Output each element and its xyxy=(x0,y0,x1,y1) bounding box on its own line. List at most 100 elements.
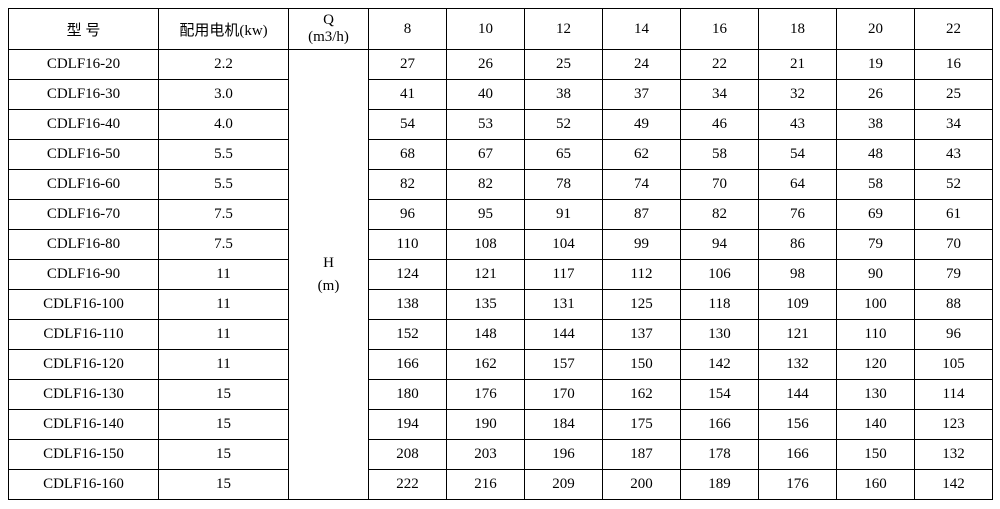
cell-value: 209 xyxy=(525,470,603,500)
cell-value: 157 xyxy=(525,350,603,380)
table-row: CDLF16-202.2H(m)2726252422211916 xyxy=(9,50,993,80)
cell-h-unit-merged: H(m) xyxy=(289,50,369,500)
table-row: CDLF16-13015180176170162154144130114 xyxy=(9,380,993,410)
cell-value: 61 xyxy=(915,200,993,230)
cell-value: 24 xyxy=(603,50,681,80)
cell-value: 62 xyxy=(603,140,681,170)
cell-value: 170 xyxy=(525,380,603,410)
cell-value: 58 xyxy=(681,140,759,170)
cell-value: 100 xyxy=(837,290,915,320)
cell-model: CDLF16-140 xyxy=(9,410,159,440)
cell-value: 118 xyxy=(681,290,759,320)
cell-value: 154 xyxy=(681,380,759,410)
table-row: CDLF16-505.56867656258544843 xyxy=(9,140,993,170)
header-q-10: 10 xyxy=(447,9,525,50)
cell-value: 140 xyxy=(837,410,915,440)
cell-value: 176 xyxy=(447,380,525,410)
cell-value: 74 xyxy=(603,170,681,200)
cell-value: 82 xyxy=(369,170,447,200)
cell-value: 176 xyxy=(759,470,837,500)
cell-model: CDLF16-90 xyxy=(9,260,159,290)
cell-value: 82 xyxy=(681,200,759,230)
header-q-12: 12 xyxy=(525,9,603,50)
cell-value: 94 xyxy=(681,230,759,260)
cell-value: 142 xyxy=(681,350,759,380)
cell-value: 40 xyxy=(447,80,525,110)
cell-value: 65 xyxy=(525,140,603,170)
cell-value: 27 xyxy=(369,50,447,80)
cell-value: 21 xyxy=(759,50,837,80)
cell-value: 156 xyxy=(759,410,837,440)
cell-value: 196 xyxy=(525,440,603,470)
cell-value: 160 xyxy=(837,470,915,500)
cell-value: 54 xyxy=(759,140,837,170)
cell-model: CDLF16-120 xyxy=(9,350,159,380)
header-q-unit: Q (m3/h) xyxy=(289,9,369,50)
cell-value: 68 xyxy=(369,140,447,170)
cell-model: CDLF16-150 xyxy=(9,440,159,470)
cell-model: CDLF16-70 xyxy=(9,200,159,230)
cell-value: 200 xyxy=(603,470,681,500)
cell-value: 203 xyxy=(447,440,525,470)
cell-power: 11 xyxy=(159,350,289,380)
table-row: CDLF16-807.51101081049994867970 xyxy=(9,230,993,260)
cell-value: 98 xyxy=(759,260,837,290)
cell-value: 166 xyxy=(681,410,759,440)
cell-value: 120 xyxy=(837,350,915,380)
cell-value: 16 xyxy=(915,50,993,80)
pump-spec-table: 型 号 配用电机(kw) Q (m3/h) 8 10 12 14 16 18 2… xyxy=(8,8,993,500)
cell-value: 132 xyxy=(915,440,993,470)
cell-value: 96 xyxy=(915,320,993,350)
cell-value: 166 xyxy=(369,350,447,380)
cell-value: 125 xyxy=(603,290,681,320)
cell-value: 38 xyxy=(837,110,915,140)
cell-value: 79 xyxy=(837,230,915,260)
cell-value: 90 xyxy=(837,260,915,290)
cell-power: 15 xyxy=(159,410,289,440)
cell-value: 112 xyxy=(603,260,681,290)
cell-value: 110 xyxy=(837,320,915,350)
cell-value: 187 xyxy=(603,440,681,470)
cell-value: 208 xyxy=(369,440,447,470)
cell-value: 69 xyxy=(837,200,915,230)
cell-value: 105 xyxy=(915,350,993,380)
cell-value: 137 xyxy=(603,320,681,350)
cell-model: CDLF16-110 xyxy=(9,320,159,350)
cell-model: CDLF16-20 xyxy=(9,50,159,80)
cell-value: 82 xyxy=(447,170,525,200)
cell-model: CDLF16-50 xyxy=(9,140,159,170)
table-row: CDLF16-1001113813513112511810910088 xyxy=(9,290,993,320)
cell-value: 142 xyxy=(915,470,993,500)
cell-value: 175 xyxy=(603,410,681,440)
cell-value: 88 xyxy=(915,290,993,320)
cell-value: 41 xyxy=(369,80,447,110)
header-q-22: 22 xyxy=(915,9,993,50)
cell-value: 67 xyxy=(447,140,525,170)
h-label-line1: H xyxy=(289,255,368,272)
cell-power: 4.0 xyxy=(159,110,289,140)
cell-power: 2.2 xyxy=(159,50,289,80)
cell-value: 130 xyxy=(837,380,915,410)
cell-value: 121 xyxy=(759,320,837,350)
table-row: CDLF16-9011124121117112106989079 xyxy=(9,260,993,290)
cell-value: 38 xyxy=(525,80,603,110)
cell-value: 37 xyxy=(603,80,681,110)
cell-value: 166 xyxy=(759,440,837,470)
cell-value: 162 xyxy=(603,380,681,410)
cell-value: 178 xyxy=(681,440,759,470)
cell-value: 114 xyxy=(915,380,993,410)
cell-value: 64 xyxy=(759,170,837,200)
cell-power: 5.5 xyxy=(159,140,289,170)
table-row: CDLF16-14015194190184175166156140123 xyxy=(9,410,993,440)
cell-power: 15 xyxy=(159,440,289,470)
cell-value: 53 xyxy=(447,110,525,140)
cell-value: 144 xyxy=(759,380,837,410)
cell-value: 49 xyxy=(603,110,681,140)
cell-value: 106 xyxy=(681,260,759,290)
header-q-18: 18 xyxy=(759,9,837,50)
cell-value: 52 xyxy=(525,110,603,140)
cell-model: CDLF16-30 xyxy=(9,80,159,110)
cell-value: 216 xyxy=(447,470,525,500)
cell-power: 11 xyxy=(159,290,289,320)
header-q-line2: (m3/h) xyxy=(289,29,368,46)
